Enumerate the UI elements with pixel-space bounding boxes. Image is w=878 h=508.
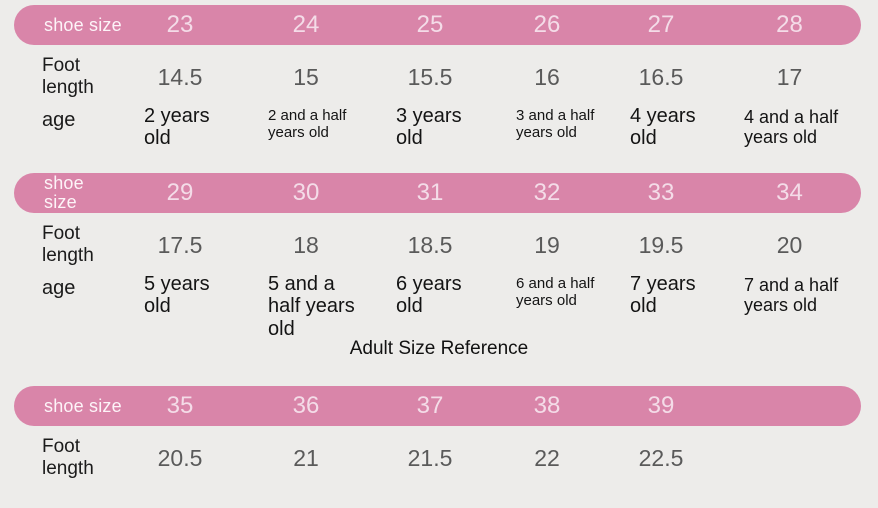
shoe-size-value: 26 xyxy=(533,11,561,38)
shoe-size-value: 32 xyxy=(533,179,561,206)
age-row: age 2 years old 2 and a half years old 3 ye… xyxy=(14,103,861,161)
shoe-size-value: 28 xyxy=(776,11,803,38)
foot-length-value: 18 xyxy=(293,231,319,258)
shoe-size-value: 34 xyxy=(776,179,803,206)
shoe-size-label: shoe size xyxy=(44,14,122,35)
shoe-size-label: shoe size xyxy=(44,395,122,416)
shoe-size-header-row: shoe size 29 30 31 32 33 34 xyxy=(14,173,861,213)
shoe-size-value: 39 xyxy=(647,392,675,420)
shoe-size-value: 29 xyxy=(166,179,194,206)
adult-size-tables: shoe size 35 36 37 38 39 Foot length 20.5 21 21.5… xyxy=(0,386,878,482)
age-value: 2 years old xyxy=(144,105,210,150)
foot-length-value: 17.5 xyxy=(157,231,203,258)
age-value: 4 years old xyxy=(630,105,696,150)
foot-row: Foot length 20.5 21 21.5 22 22.5 xyxy=(14,434,861,482)
shoe-size-value: 38 xyxy=(533,392,561,420)
foot-length-value: 22 xyxy=(534,444,560,471)
shoe-size-value: 23 xyxy=(166,11,194,38)
shoe-size-value: 30 xyxy=(292,179,320,206)
foot-length-value: 19 xyxy=(534,231,560,258)
foot-length-value: 19.5 xyxy=(638,231,684,258)
age-value: 7 years old xyxy=(630,273,696,318)
foot-length-value: 15.5 xyxy=(407,63,453,90)
shoe-size-value: 27 xyxy=(647,11,675,38)
shoe-size-value: 33 xyxy=(647,179,675,206)
shoe-size-value: 36 xyxy=(292,392,320,420)
foot-length-label: Foot length xyxy=(42,55,94,98)
age-value: 3 years old xyxy=(396,105,462,150)
foot-length-value: 17 xyxy=(776,63,803,90)
foot-length-value: 16.5 xyxy=(638,63,684,90)
child-size-tables: shoe size 23 24 25 26 27 28 Foot length 14.5 15 15… xyxy=(0,5,878,340)
size-table-section: shoe size 35 36 37 38 39 Foot length 20.5 21 21.5… xyxy=(0,386,878,482)
shoe-size-header-row: shoe size 35 36 37 38 39 xyxy=(14,386,861,427)
foot-length-label: Foot length xyxy=(42,436,94,480)
foot-length-value: 20 xyxy=(776,231,803,258)
age-value: 5 and a half years old xyxy=(268,273,355,340)
foot-length-value: 15 xyxy=(293,63,319,90)
foot-length-value: 16 xyxy=(534,63,560,90)
age-value: 6 and a half years old xyxy=(516,275,595,309)
age-value: 2 and a half years old xyxy=(268,107,347,141)
foot-row: Foot length 17.5 18 18.5 19 19.5 20 xyxy=(14,221,861,269)
foot-length-value: 22.5 xyxy=(638,444,684,471)
size-table-section: shoe size 29 30 31 32 33 34 Foot length 17.5 18 18… xyxy=(0,173,878,340)
age-label: age xyxy=(42,109,76,131)
age-value: 4 and a half years old xyxy=(744,107,839,148)
foot-length-value: 18.5 xyxy=(407,231,453,258)
shoe-size-label: shoe size xyxy=(44,172,84,212)
foot-length-value: 14.5 xyxy=(157,63,203,90)
age-value: 5 years old xyxy=(144,273,210,318)
size-table-section: shoe size 23 24 25 26 27 28 Foot length 14.5 15 15… xyxy=(0,5,878,161)
adult-size-reference-title: Adult Size Reference xyxy=(349,338,529,360)
age-value: 7 and a half years old xyxy=(744,275,839,316)
age-value: 6 years old xyxy=(396,273,462,318)
shoe-size-value: 24 xyxy=(292,11,320,38)
age-row: age 5 years old 5 and a half years old 6 ye… xyxy=(14,271,861,340)
age-value: 3 and a half years old xyxy=(516,107,595,141)
age-label: age xyxy=(42,277,76,299)
shoe-size-value: 37 xyxy=(416,392,444,420)
foot-length-label: Foot length xyxy=(42,223,94,266)
shoe-size-value: 31 xyxy=(416,179,444,206)
foot-row: Foot length 14.5 15 15.5 16 16.5 17 xyxy=(14,53,861,101)
shoe-size-value: 25 xyxy=(416,11,444,38)
foot-length-value: 21 xyxy=(293,444,319,471)
shoe-size-value: 35 xyxy=(166,392,194,420)
shoe-size-header-row: shoe size 23 24 25 26 27 28 xyxy=(14,5,861,45)
shoe-size-chart-page: { "title": "Adult Size Reference", "colo… xyxy=(0,5,878,508)
foot-length-value: 20.5 xyxy=(157,444,203,471)
foot-length-value: 21.5 xyxy=(407,444,453,471)
